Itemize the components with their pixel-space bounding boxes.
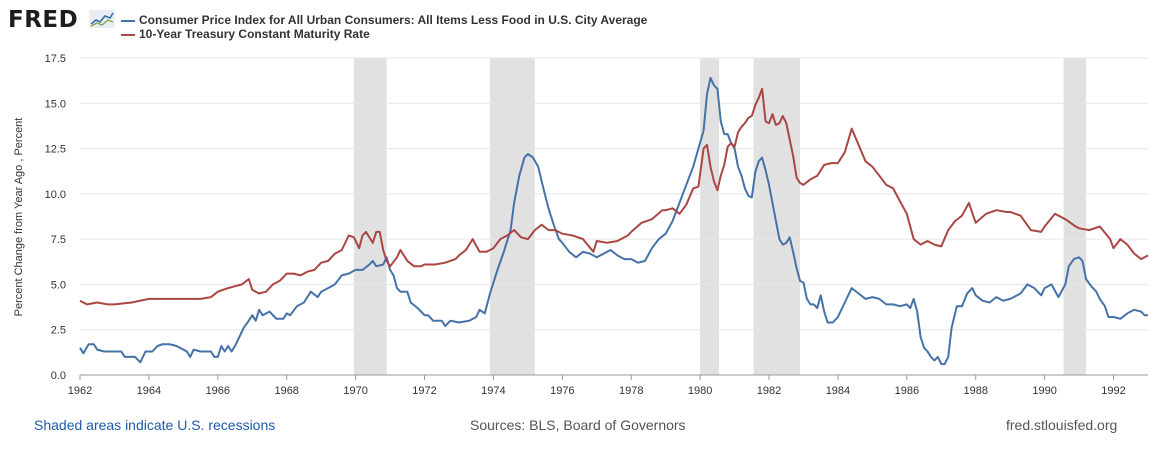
y-tick-label-4: 10.0 xyxy=(45,189,66,201)
series-line-cpi xyxy=(79,76,1148,366)
fred-logo[interactable]: FRED xyxy=(8,7,79,33)
x-tick-label-4: 1970 xyxy=(343,385,367,397)
sources-note: Sources: BLS, Board of Governors xyxy=(470,417,686,433)
recession-note-link[interactable]: Shaded areas indicate U.S. recessions xyxy=(34,417,276,433)
y-tick-label-6: 15.0 xyxy=(45,98,66,110)
recession-band-3 xyxy=(753,58,801,375)
y-tick-label-3: 7.5 xyxy=(51,234,66,246)
x-tick-label-10: 1982 xyxy=(757,385,781,397)
recession-bands xyxy=(353,58,1086,375)
x-tick-label-15: 1992 xyxy=(1101,385,1125,397)
legend-label-treasury: 10-Year Treasury Constant Maturity Rate xyxy=(139,27,370,41)
y-tick-label-0: 0.0 xyxy=(51,370,66,382)
x-tick-label-1: 1964 xyxy=(137,385,161,397)
x-tick-label-14: 1990 xyxy=(1032,385,1056,397)
y-axis-label: Percent Change from Year Ago , Percent xyxy=(13,118,25,317)
fred-logo-graph-icon xyxy=(89,10,115,28)
x-tick-label-0: 1962 xyxy=(68,385,92,397)
legend-item-cpi[interactable]: Consumer Price Index for All Urban Consu… xyxy=(121,13,647,27)
x-tick-label-6: 1974 xyxy=(481,385,505,397)
x-tick-label-8: 1978 xyxy=(619,385,643,397)
legend-item-treasury[interactable]: 10-Year Treasury Constant Maturity Rate xyxy=(121,27,370,41)
recession-band-2 xyxy=(700,58,720,375)
chart-header: FRED Consumer Price Index for All Urban … xyxy=(0,0,1168,50)
grid-lines xyxy=(80,57,1148,376)
legend-label-cpi: Consumer Price Index for All Urban Consu… xyxy=(139,13,648,27)
x-tick-label-12: 1986 xyxy=(895,385,919,397)
y-tick-label-7: 17.5 xyxy=(45,53,66,65)
recession-band-4 xyxy=(1063,58,1086,375)
axes: 0.0 2.5 5.0 7.5 10.0 12.5 15.0 17.5 1962 1964 1966… xyxy=(45,53,1148,397)
y-tick-label-1: 2.5 xyxy=(51,325,66,337)
data-series xyxy=(79,76,1149,366)
legend-swatch-treasury xyxy=(121,33,135,36)
x-tick-label-7: 1976 xyxy=(550,385,574,397)
series-line-treasury xyxy=(79,87,1149,306)
y-tick-label-5: 12.5 xyxy=(45,144,66,156)
x-tick-label-9: 1980 xyxy=(688,385,712,397)
x-tick-label-11: 1984 xyxy=(826,385,850,397)
x-tick-label-5: 1972 xyxy=(412,385,436,397)
x-tick-label-3: 1968 xyxy=(274,385,298,397)
legend-swatch-cpi xyxy=(121,19,135,22)
x-tick-label-2: 1966 xyxy=(206,385,230,397)
fred-site-link[interactable]: fred.stlouisfed.org xyxy=(1006,417,1118,433)
x-tick-label-13: 1988 xyxy=(963,385,987,397)
recession-band-0 xyxy=(353,58,387,375)
y-tick-label-2: 5.0 xyxy=(51,279,66,291)
